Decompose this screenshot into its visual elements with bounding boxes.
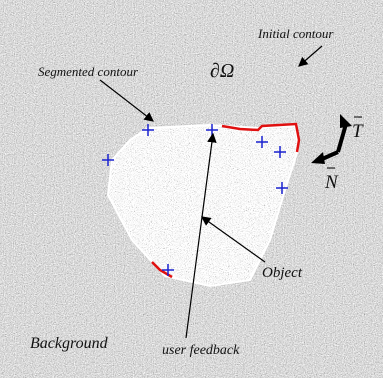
label: T <box>352 121 364 142</box>
label: Object <box>262 265 303 281</box>
figure: Initial contour ∂Ω Segmented contour Obj… <box>0 0 383 378</box>
label: Segmented contour <box>38 64 139 79</box>
label: ∂Ω <box>210 60 234 82</box>
label: user feedback <box>162 343 240 358</box>
label: Background <box>30 335 109 352</box>
label: Initial contour <box>257 26 334 41</box>
page: Initial contour ∂Ω Segmented contour Obj… <box>0 0 383 378</box>
label: N <box>324 172 339 193</box>
